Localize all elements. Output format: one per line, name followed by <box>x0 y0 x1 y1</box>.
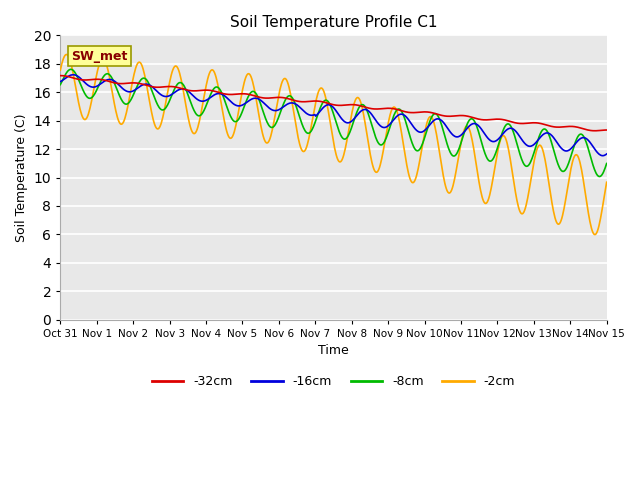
Y-axis label: Soil Temperature (C): Soil Temperature (C) <box>15 113 28 242</box>
Title: Soil Temperature Profile C1: Soil Temperature Profile C1 <box>230 15 437 30</box>
X-axis label: Time: Time <box>318 344 349 357</box>
Legend: -32cm, -16cm, -8cm, -2cm: -32cm, -16cm, -8cm, -2cm <box>147 370 520 393</box>
Text: SW_met: SW_met <box>71 49 127 62</box>
